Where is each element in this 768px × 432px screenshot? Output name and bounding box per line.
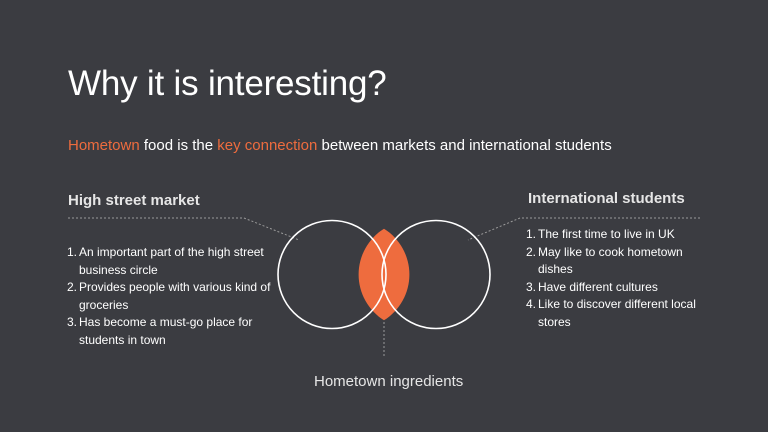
subtitle-highlight-key-connection: key connection	[217, 137, 318, 154]
list-item: 2. Provides people with various kind of g…	[67, 280, 271, 312]
right-guide-line	[467, 217, 700, 241]
circle-high-street-market	[277, 219, 387, 330]
list-item: 1. The first time to live in UK	[526, 227, 675, 241]
intersection-hometown-food	[358, 228, 410, 321]
subtitle-text-1: food is the	[139, 137, 218, 154]
subtitle-text-2: between markets and international studen…	[317, 137, 612, 154]
high-street-market-list: 1. An important part of the high street b…	[67, 244, 272, 349]
caption-hometown-ingredients: Hometown ingredients	[314, 373, 464, 390]
list-item: 1. An important part of the high street b…	[67, 245, 264, 277]
international-students-list: 1. The first time to live in UK 2. May lik…	[526, 226, 711, 331]
slide-title: Why it is interesting?	[68, 64, 387, 103]
subtitle-highlight-hometown: Hometown	[68, 137, 140, 154]
slide-subtitle: Hometown food is the key connection betw…	[68, 137, 612, 154]
heading-high-street-market: High street market	[68, 192, 200, 209]
list-item: 4. Like to discover different local store…	[526, 297, 696, 329]
list-item: 2. May like to cook hometown dishes	[526, 244, 683, 277]
list-item: 3. Have different cultures	[526, 279, 658, 294]
heading-international-students: International students	[528, 190, 685, 207]
list-item: 3. Has become a must-go place for student…	[67, 315, 253, 347]
circle-international-students	[381, 219, 491, 330]
left-guide-line	[68, 217, 300, 241]
